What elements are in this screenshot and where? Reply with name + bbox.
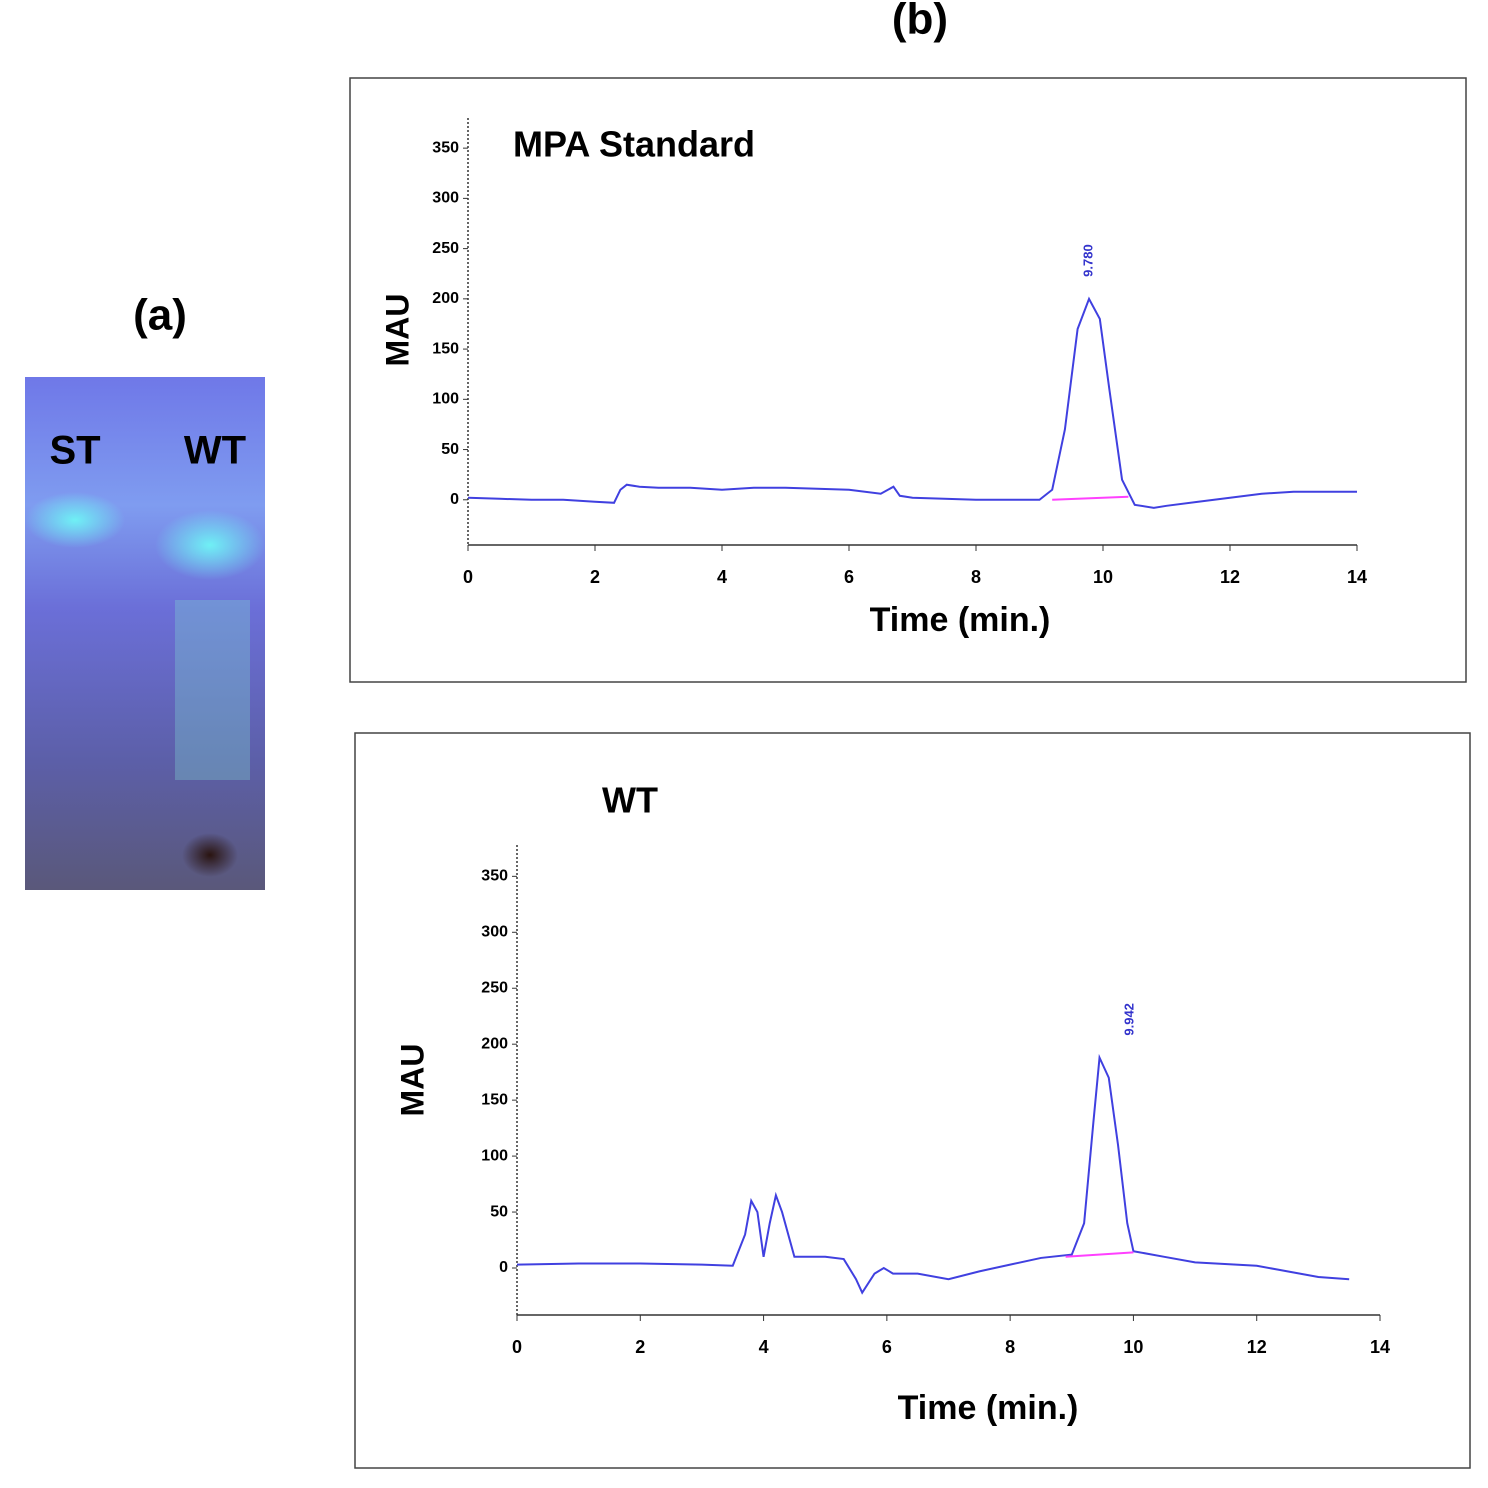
- x-axis-label: Time (min.): [898, 1389, 1079, 1427]
- panel-label: (a): [133, 291, 187, 340]
- panel-frame: [354, 732, 1471, 1469]
- x-tick-label: 4: [717, 567, 727, 587]
- lane-label: WT: [184, 429, 246, 473]
- trace: [1065, 1251, 1134, 1258]
- x-tick-label: 10: [1093, 567, 1113, 587]
- x-axis-label: Time (min.): [870, 601, 1051, 639]
- x-tick-label: 2: [590, 567, 600, 587]
- x-tick-label: 12: [1220, 567, 1240, 587]
- y-tick-label: 300: [432, 190, 459, 207]
- x-tick-label: 14: [1370, 1337, 1390, 1357]
- x-tick-label: 8: [1005, 1337, 1015, 1357]
- x-tick-label: 14: [1347, 567, 1367, 587]
- x-tick-label: 12: [1247, 1337, 1267, 1357]
- x-tick-label: 2: [635, 1337, 645, 1357]
- panel-frame: [349, 77, 1467, 683]
- y-tick-label: 250: [481, 979, 508, 996]
- peak-label: 9.942: [1121, 1003, 1136, 1036]
- x-tick-label: 8: [971, 567, 981, 587]
- x-tick-label: 4: [759, 1337, 769, 1357]
- y-tick-label: 100: [432, 391, 459, 408]
- y-tick-label: 50: [441, 441, 459, 458]
- y-tick-label: 350: [481, 868, 508, 885]
- y-axis-label: MAU: [379, 294, 415, 367]
- lane-label: ST: [49, 429, 100, 473]
- y-axis-label: MAU: [394, 1044, 430, 1117]
- peak-label: 9.780: [1080, 244, 1095, 277]
- trace: [1052, 495, 1129, 501]
- y-tick-label: 200: [481, 1035, 508, 1052]
- tlc-plate: [25, 377, 265, 890]
- x-tick-label: 10: [1123, 1337, 1143, 1357]
- y-tick-label: 100: [481, 1147, 508, 1164]
- trace: [516, 1053, 1350, 1295]
- y-tick-label: 250: [432, 240, 459, 257]
- x-tick-label: 6: [882, 1337, 892, 1357]
- trace: [467, 296, 1357, 509]
- y-tick-label: 200: [432, 290, 459, 307]
- y-tick-label: 350: [432, 139, 459, 156]
- y-tick-label: 0: [499, 1259, 508, 1276]
- panel-label: (b): [892, 0, 948, 44]
- chart-title: WT: [602, 780, 658, 821]
- y-tick-label: 50: [490, 1203, 508, 1220]
- y-tick-label: 300: [481, 924, 508, 941]
- chart-title: MPA Standard: [513, 124, 755, 165]
- y-tick-label: 0: [450, 491, 459, 508]
- x-tick-label: 0: [512, 1337, 522, 1357]
- x-tick-label: 6: [844, 567, 854, 587]
- y-tick-label: 150: [432, 340, 459, 357]
- x-tick-label: 0: [463, 567, 473, 587]
- y-tick-label: 150: [481, 1091, 508, 1108]
